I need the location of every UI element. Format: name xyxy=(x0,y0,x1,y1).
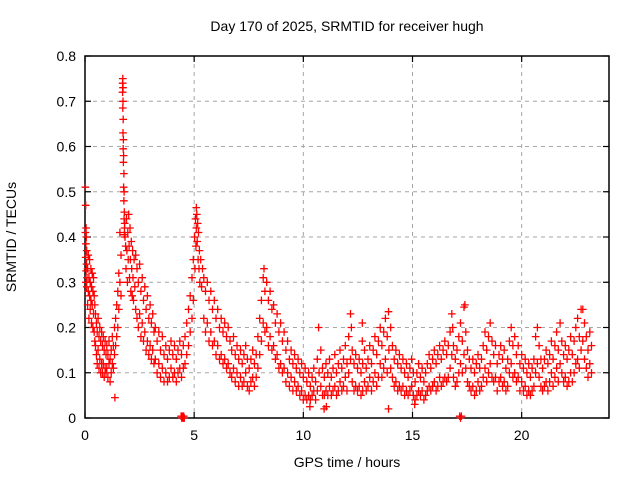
y-tick-label: 0.8 xyxy=(57,48,77,64)
chart-title: Day 170 of 2025, SRMTID for receiver hug… xyxy=(210,18,483,34)
data-points-series xyxy=(81,74,596,422)
y-tick-label: 0.5 xyxy=(57,184,77,200)
x-tick-label: 5 xyxy=(190,427,198,443)
y-tick-label: 0.2 xyxy=(57,320,77,336)
y-tick-label: 0.7 xyxy=(57,93,77,109)
axis-tick-labels: 0 5 10 15 20 0 0.1 0.2 0.3 0.4 0.5 0.6 0.7 0.8 xyxy=(57,48,530,443)
y-tick-label: 0.6 xyxy=(57,139,77,155)
x-tick-label: 0 xyxy=(81,427,89,443)
y-tick-label: 0.3 xyxy=(57,274,77,290)
x-tick-label: 15 xyxy=(405,427,421,443)
y-tick-label: 0.1 xyxy=(57,365,77,381)
y-tick-label: 0 xyxy=(68,410,76,426)
x-tick-label: 20 xyxy=(514,427,530,443)
x-axis-label: GPS time / hours xyxy=(294,454,401,470)
x-tick-label: 10 xyxy=(296,427,312,443)
y-axis-label: SRMTID / TECUs xyxy=(3,182,19,292)
y-tick-label: 0.4 xyxy=(57,229,77,245)
